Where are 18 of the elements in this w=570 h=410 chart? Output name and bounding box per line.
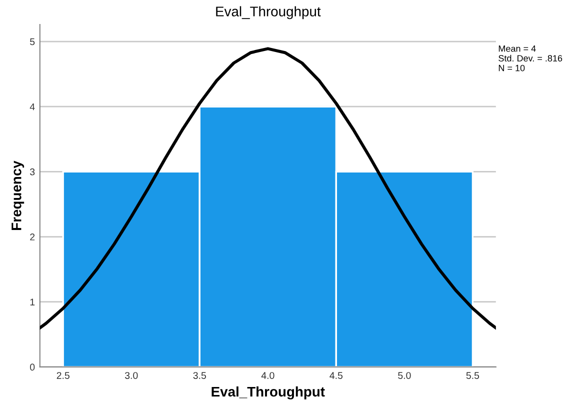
y-tick-label: 0 (30, 364, 35, 371)
y-tick-label: 5 (30, 38, 35, 46)
y-tick-label: 3 (30, 168, 35, 176)
x-tick-label: 2.5 (56, 372, 70, 379)
y-tick-label: 1 (30, 298, 35, 306)
text: Mean = 4 Std. Dev. = .816 N = 10 (498, 45, 562, 72)
x-axis-title: Eval_Throughput (212, 386, 325, 400)
x-tick-label: 4.5 (330, 372, 343, 379)
x-tick-label: 3.0 (124, 372, 138, 379)
x-tick-label: 5.5 (466, 372, 480, 379)
y-tick-label: 2 (30, 234, 35, 240)
chart-title: Eval_Throughput (216, 6, 321, 20)
x-tick-label: 4.0 (261, 372, 274, 379)
y-tick-label: 4 (30, 103, 35, 110)
y-axis-title: Frequency (12, 160, 24, 230)
x-tick-label: 3.5 (193, 372, 206, 379)
line-series (40, 47, 496, 330)
x-tick-label: 5.0 (398, 372, 411, 379)
